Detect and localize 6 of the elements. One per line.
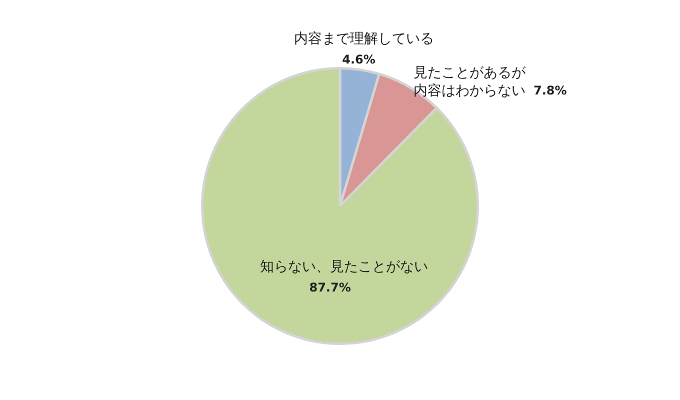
slice-label: 見たことがあるが内容はわからない xyxy=(413,64,526,99)
data-label: 7.8% xyxy=(533,83,567,98)
data-label: 87.7% xyxy=(309,280,351,295)
data-label: 4.6% xyxy=(342,52,376,67)
slice-label: 内容まで理解している xyxy=(294,31,434,48)
slice-label: 知らない、見たことがない xyxy=(260,259,428,276)
